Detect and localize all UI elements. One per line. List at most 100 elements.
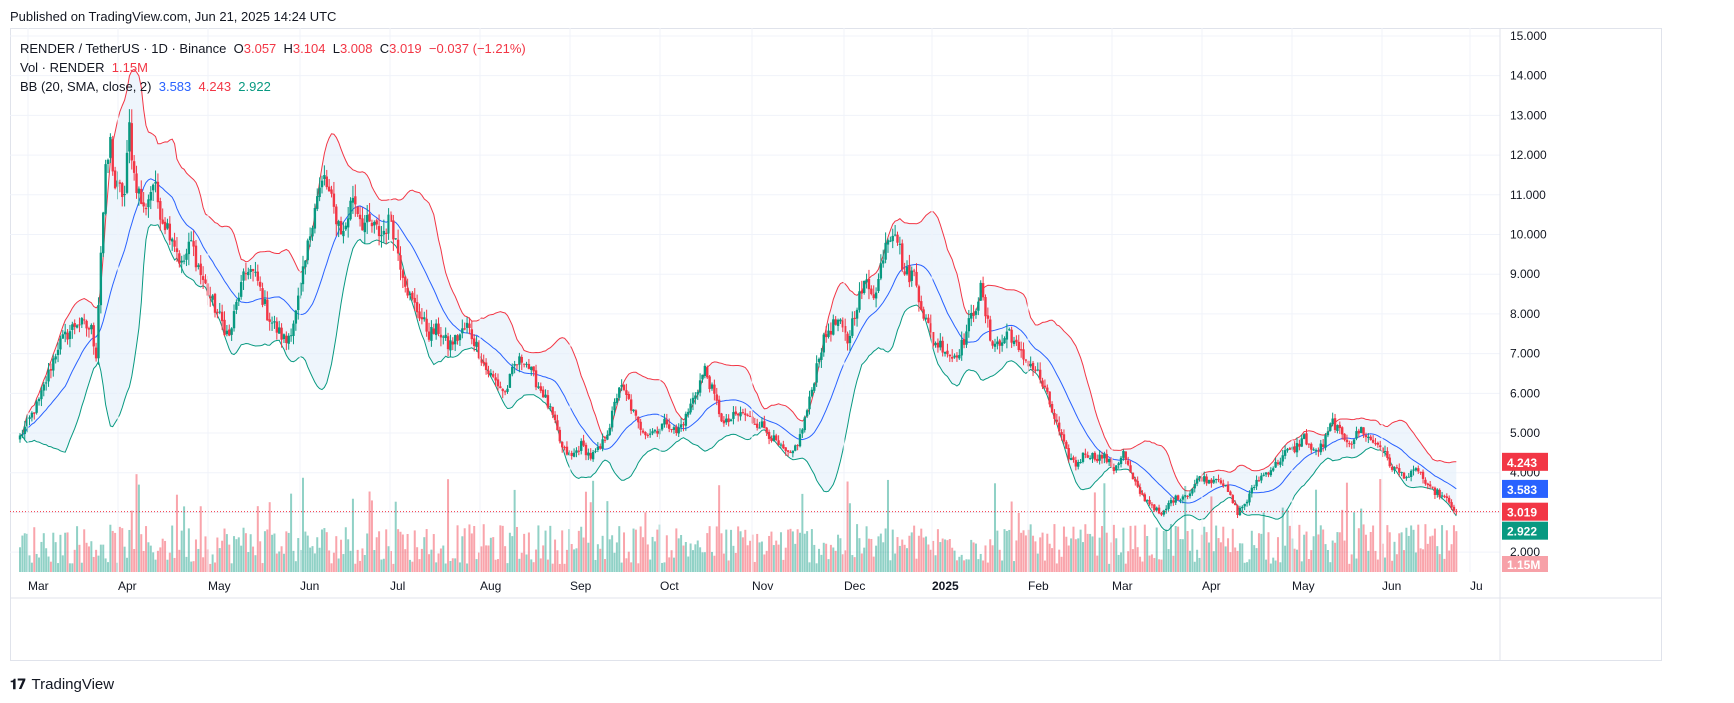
candle[interactable] [499, 386, 502, 389]
candle[interactable] [1160, 512, 1163, 515]
candle[interactable] [1022, 349, 1025, 360]
candle[interactable] [525, 363, 528, 365]
candle[interactable] [80, 318, 84, 325]
candle[interactable] [144, 208, 148, 210]
candle[interactable] [375, 220, 378, 225]
candle[interactable] [753, 423, 757, 425]
candle[interactable] [1260, 475, 1263, 481]
candle[interactable] [1360, 426, 1363, 433]
candle[interactable] [618, 387, 621, 398]
candle[interactable] [389, 214, 393, 222]
candle[interactable] [154, 182, 157, 184]
candle[interactable] [306, 240, 309, 261]
candle[interactable] [104, 164, 107, 214]
candle[interactable] [1105, 454, 1108, 463]
candle[interactable] [679, 424, 683, 428]
candle[interactable] [1264, 472, 1268, 475]
candle[interactable] [910, 270, 913, 281]
candle[interactable] [456, 335, 459, 341]
candle[interactable] [294, 310, 298, 324]
candle[interactable] [1405, 477, 1408, 479]
candle[interactable] [37, 398, 41, 402]
candle[interactable] [960, 339, 963, 356]
candle[interactable] [49, 369, 53, 371]
candle[interactable] [1219, 480, 1223, 484]
candle[interactable] [1436, 489, 1439, 495]
candle[interactable] [549, 406, 552, 408]
candle[interactable] [541, 389, 545, 398]
candle[interactable] [629, 399, 633, 411]
candle[interactable] [392, 220, 395, 240]
candle[interactable] [439, 334, 443, 338]
candle[interactable] [432, 328, 435, 334]
candle[interactable] [1107, 458, 1111, 463]
candle[interactable] [675, 426, 678, 434]
candle[interactable] [446, 336, 450, 350]
candle[interactable] [1374, 443, 1377, 445]
candle[interactable] [1333, 418, 1337, 431]
candle[interactable] [1148, 499, 1151, 505]
candle[interactable] [1205, 476, 1208, 484]
candle[interactable] [506, 388, 509, 392]
candle[interactable] [565, 446, 569, 455]
candle[interactable] [532, 366, 535, 372]
candle[interactable] [228, 329, 231, 336]
candle[interactable] [1257, 480, 1261, 482]
candle[interactable] [220, 311, 224, 322]
candle[interactable] [116, 180, 119, 187]
candle[interactable] [1065, 441, 1068, 449]
candle[interactable] [308, 236, 312, 241]
candle[interactable] [511, 366, 514, 375]
candle[interactable] [332, 193, 336, 207]
candle[interactable] [235, 301, 238, 310]
price-tag-volume[interactable] [1502, 556, 1548, 572]
candle[interactable] [273, 321, 276, 323]
candle[interactable] [1103, 453, 1106, 459]
bb-lower-line[interactable] [19, 224, 1457, 532]
candle[interactable] [1096, 458, 1099, 462]
candle[interactable] [92, 325, 95, 347]
candle[interactable] [775, 435, 778, 441]
candle[interactable] [1307, 443, 1311, 445]
candle[interactable] [1428, 484, 1432, 487]
candle[interactable] [682, 424, 685, 426]
candle[interactable] [266, 299, 269, 321]
candle[interactable] [858, 291, 861, 310]
candle[interactable] [1245, 501, 1249, 504]
candle[interactable] [1310, 443, 1313, 450]
candle[interactable] [1091, 452, 1094, 459]
candle[interactable] [1153, 504, 1156, 511]
candle[interactable] [882, 260, 885, 264]
candle[interactable] [1131, 472, 1135, 480]
candle[interactable] [1281, 455, 1284, 462]
candle[interactable] [1069, 458, 1073, 460]
candle[interactable] [515, 364, 519, 366]
candle[interactable] [90, 324, 93, 330]
candle[interactable] [689, 403, 692, 413]
candle[interactable] [285, 335, 288, 344]
candle[interactable] [213, 293, 217, 313]
candle[interactable] [701, 374, 704, 380]
candle[interactable] [1134, 478, 1137, 482]
candle[interactable] [496, 379, 500, 387]
candle[interactable] [651, 431, 654, 434]
candle[interactable] [1141, 493, 1144, 495]
candle[interactable] [1191, 488, 1194, 494]
candle[interactable] [784, 447, 787, 451]
candle[interactable] [646, 434, 649, 436]
candle[interactable] [832, 319, 835, 335]
candle[interactable] [744, 413, 747, 416]
candle[interactable] [1186, 495, 1189, 497]
candle[interactable] [815, 363, 818, 383]
candle[interactable] [287, 335, 290, 344]
candle[interactable] [399, 255, 402, 270]
candle[interactable] [1062, 434, 1066, 442]
candle[interactable] [822, 334, 825, 353]
candle[interactable] [950, 357, 954, 359]
candle[interactable] [843, 326, 847, 333]
candle[interactable] [801, 429, 804, 434]
candle[interactable] [1138, 487, 1142, 494]
candle[interactable] [1317, 450, 1320, 452]
candle[interactable] [40, 390, 43, 400]
candle[interactable] [268, 319, 271, 322]
